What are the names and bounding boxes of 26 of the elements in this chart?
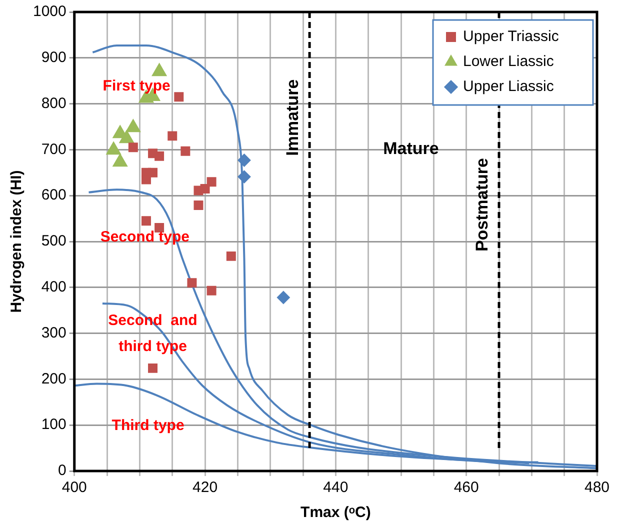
y-tick-label: 900 <box>41 49 66 66</box>
y-tick-label: 500 <box>41 232 66 250</box>
ref-line-label: Postmature <box>472 158 492 252</box>
x-tick-label: 440 <box>323 479 348 496</box>
legend-label: Lower Liassic <box>463 53 554 70</box>
annotation: First type <box>102 78 170 94</box>
ref-line-label: Immature <box>283 79 302 156</box>
y-tick-label: 100 <box>41 416 66 434</box>
y-tick-label: 0 <box>58 462 66 480</box>
y-tick-label: 300 <box>41 324 66 342</box>
legend-label: Upper Liassic <box>463 78 554 96</box>
y-tick-label: 200 <box>41 370 66 388</box>
annotation: Mature <box>383 138 439 158</box>
y-tick-label: 700 <box>41 140 66 158</box>
y-axis-title: Hydrogen index (HI) <box>8 170 26 313</box>
x-tick-label: 460 <box>454 479 479 496</box>
y-tick-label: 600 <box>41 186 66 204</box>
y-tick-label: 1000 <box>32 3 66 20</box>
annotation: Third type <box>112 417 184 434</box>
y-tick-label: 800 <box>41 94 66 112</box>
y-tick-label: 400 <box>41 278 66 296</box>
x-axis-title: Tmax (ᵒC) <box>300 504 371 522</box>
x-tick-label: 400 <box>62 479 87 496</box>
legend-label: Upper Triassic <box>463 28 560 46</box>
x-tick-label: 420 <box>192 479 218 496</box>
x-tick-label: 480 <box>584 479 610 496</box>
